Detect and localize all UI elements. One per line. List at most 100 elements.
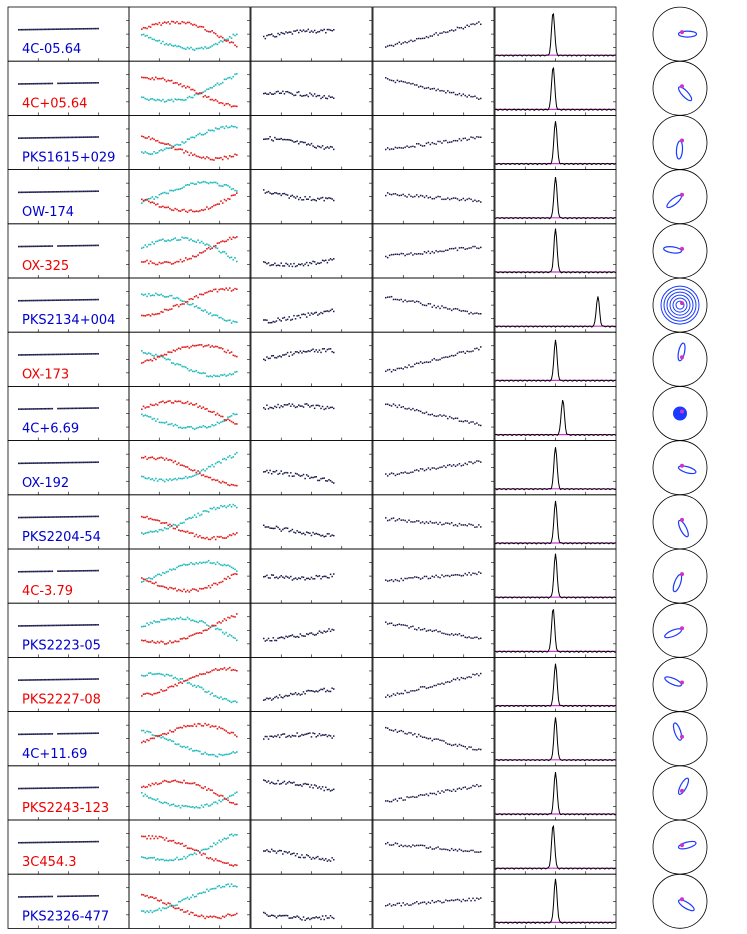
pol-point-cyan	[141, 729, 143, 732]
polar-track	[664, 676, 683, 687]
pol-point-red	[211, 290, 213, 293]
angle-point	[390, 622, 393, 624]
percent-pol-point	[317, 197, 319, 200]
pol-point-red	[146, 739, 148, 741]
pol-point-cyan	[183, 142, 185, 144]
pol-point-cyan	[192, 853, 194, 856]
pol-point-red	[183, 637, 185, 639]
pol-point-cyan	[199, 307, 201, 309]
angle-point	[429, 414, 432, 416]
pol-point-cyan	[176, 617, 178, 619]
flux-point	[30, 679, 32, 681]
pol-point-red	[172, 527, 175, 530]
percent-pol-point	[315, 263, 317, 266]
pol-point-red	[183, 588, 185, 591]
percent-pol-point	[304, 94, 306, 97]
flux-point	[97, 190, 99, 192]
angle-point	[394, 43, 397, 46]
pol-point-red	[158, 356, 161, 358]
pol-point-red	[213, 669, 215, 671]
flux-point	[62, 82, 64, 85]
percent-pol-point	[309, 578, 311, 581]
panel-frame-percent-polarization	[250, 494, 373, 550]
flux-point	[20, 191, 22, 194]
flux-point	[69, 461, 71, 464]
pol-point-cyan	[228, 319, 231, 322]
flux-point	[61, 624, 63, 627]
flux-point	[72, 407, 74, 410]
polar-track	[677, 342, 686, 362]
flux-point	[97, 678, 99, 680]
pol-point-red	[206, 629, 208, 632]
flux-point	[42, 191, 44, 193]
percent-pol-point	[285, 471, 287, 474]
pol-point-cyan	[225, 838, 228, 840]
pol-point-red	[144, 516, 147, 519]
pol-point-red	[170, 209, 173, 211]
angle-point	[431, 630, 434, 633]
pol-point-red	[156, 692, 159, 694]
pol-point-cyan	[207, 426, 210, 428]
pol-point-cyan	[190, 96, 192, 99]
percent-pol-point	[280, 92, 282, 94]
pol-point-cyan	[146, 857, 148, 860]
pol-point-cyan	[160, 239, 162, 241]
angle-point	[385, 148, 387, 151]
percent-pol-point	[290, 92, 292, 94]
percent-pol-point	[328, 28, 330, 31]
flux-point	[45, 136, 47, 139]
flux-point	[18, 570, 20, 573]
percent-pol-point	[288, 139, 290, 141]
flux-point	[55, 353, 58, 356]
angle-point	[386, 45, 389, 47]
flux-point	[85, 82, 87, 84]
pol-point-red	[176, 526, 178, 528]
pol-point-red	[141, 835, 143, 838]
percent-pol-point	[333, 688, 335, 690]
flux-point	[42, 679, 44, 681]
angle-point	[385, 579, 387, 581]
angle-point	[452, 634, 455, 636]
angle-point	[427, 467, 430, 469]
flux-point	[57, 299, 59, 301]
flux-point	[73, 244, 75, 247]
percent-pol-point	[282, 473, 284, 475]
pol-point-red	[177, 400, 180, 403]
pol-point-red	[170, 459, 173, 462]
angle-point	[390, 405, 393, 407]
pol-point-cyan	[162, 295, 164, 297]
percent-pol-point	[267, 138, 270, 140]
angle-point	[476, 460, 478, 462]
polarization-series	[141, 73, 238, 108]
percent-pol-point	[290, 31, 292, 33]
angle-point	[476, 22, 478, 25]
pol-point-cyan	[176, 363, 178, 365]
flux-point	[43, 841, 45, 844]
percent-pol-point	[283, 93, 286, 95]
percent-pol-point	[280, 320, 282, 322]
percent-pol-point	[315, 476, 317, 478]
panel-frame-polarization	[128, 440, 251, 496]
pol-point-red	[183, 152, 185, 154]
pol-point-red	[225, 578, 228, 580]
flux-point	[19, 28, 21, 31]
percent-pol-point	[293, 578, 295, 580]
percent-pol-point	[325, 350, 327, 353]
pol-point-cyan	[162, 802, 164, 805]
flux-point	[19, 516, 21, 519]
pol-point-red	[221, 158, 224, 161]
flux-point	[19, 191, 21, 194]
pol-point-red	[221, 480, 224, 483]
pol-point-cyan	[206, 131, 208, 134]
pol-point-cyan	[216, 247, 219, 250]
pol-point-cyan	[169, 478, 171, 480]
pol-point-cyan	[163, 101, 166, 103]
flux-point	[38, 787, 40, 790]
flux-series	[18, 244, 99, 248]
pol-point-red	[216, 583, 219, 586]
angle-point	[388, 193, 391, 195]
flux-point	[45, 624, 47, 627]
flux-point	[18, 679, 20, 681]
pol-point-red	[192, 210, 194, 213]
angle-point	[443, 575, 445, 578]
